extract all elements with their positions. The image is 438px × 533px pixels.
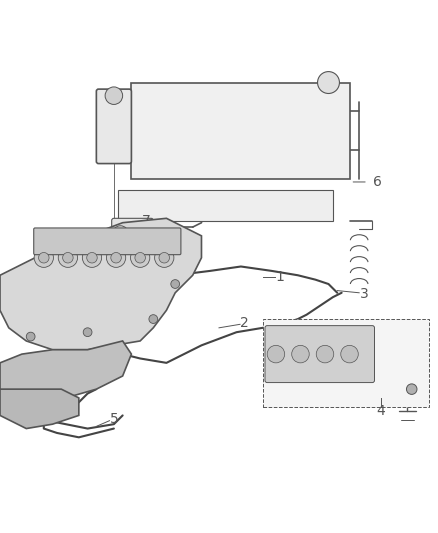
Circle shape [58, 248, 78, 268]
Circle shape [26, 332, 35, 341]
FancyBboxPatch shape [96, 89, 131, 164]
Circle shape [131, 248, 150, 268]
Circle shape [406, 384, 417, 394]
Circle shape [106, 248, 126, 268]
Bar [131, 83, 350, 179]
Circle shape [111, 253, 121, 263]
Circle shape [171, 280, 180, 288]
Text: 5: 5 [110, 412, 118, 426]
Circle shape [82, 248, 102, 268]
Circle shape [83, 328, 92, 336]
Circle shape [149, 314, 158, 324]
Circle shape [39, 253, 49, 263]
Circle shape [34, 248, 53, 268]
Circle shape [318, 71, 339, 93]
FancyBboxPatch shape [263, 319, 429, 407]
Text: 1: 1 [275, 270, 284, 284]
Circle shape [316, 345, 334, 363]
Text: 2: 2 [240, 317, 249, 330]
Text: 6: 6 [373, 175, 382, 189]
FancyBboxPatch shape [34, 228, 181, 255]
Polygon shape [0, 341, 131, 402]
FancyBboxPatch shape [112, 219, 153, 249]
Circle shape [267, 345, 285, 363]
Circle shape [113, 226, 128, 241]
Circle shape [292, 345, 309, 363]
Circle shape [155, 248, 174, 268]
Circle shape [135, 253, 145, 263]
Text: 7: 7 [141, 214, 150, 228]
Circle shape [341, 345, 358, 363]
FancyBboxPatch shape [265, 326, 374, 383]
Polygon shape [0, 389, 79, 429]
Circle shape [63, 253, 73, 263]
Text: 3: 3 [360, 287, 369, 301]
Bar [118, 190, 333, 221]
Circle shape [159, 253, 170, 263]
Text: 4: 4 [377, 404, 385, 418]
Circle shape [87, 253, 97, 263]
Polygon shape [0, 219, 201, 350]
Circle shape [105, 87, 123, 104]
